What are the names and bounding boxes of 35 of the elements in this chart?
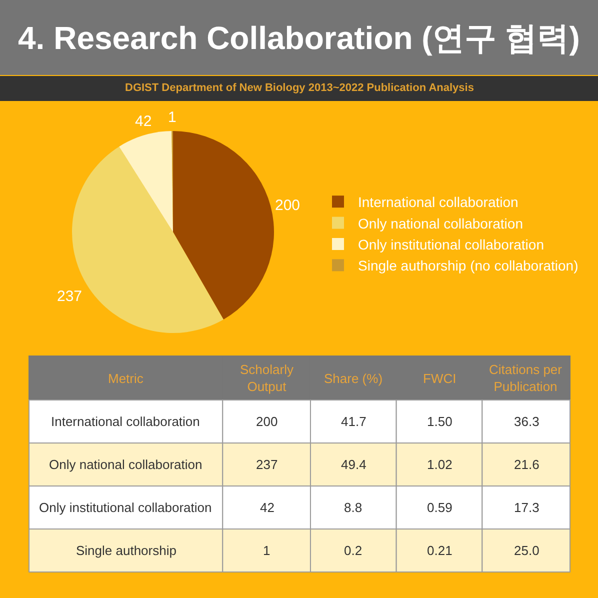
- data-label: 0.59: [427, 500, 452, 515]
- data-label: 237: [57, 288, 82, 305]
- data-label: 200: [275, 197, 300, 214]
- category-label: Single authorship: [76, 543, 176, 558]
- data-label: 21.6: [514, 457, 540, 472]
- data-label: 237: [256, 457, 278, 472]
- category-label: Only institutional collaboration: [39, 500, 212, 515]
- data-label: 1: [263, 543, 270, 558]
- data-label: 0.21: [427, 543, 452, 558]
- series-label: Share (%): [324, 371, 383, 386]
- category-label: International collaboration: [51, 414, 200, 429]
- data-label: 1.50: [427, 414, 452, 429]
- data-label: 42: [260, 500, 274, 515]
- text: Metric: [108, 371, 144, 386]
- series-label: FWCI: [423, 371, 456, 386]
- chart-title: 4. Research Collaboration (연구 협력): [18, 20, 580, 56]
- data-label: 49.4: [341, 457, 366, 472]
- data-label: 8.8: [344, 500, 362, 515]
- series-label: Citations per Publication: [489, 362, 563, 394]
- data-label: 41.7: [341, 414, 366, 429]
- category-label: Only national collaboration: [49, 457, 202, 472]
- data-label: 42: [135, 113, 152, 130]
- data-label: 200: [256, 414, 278, 429]
- legend-label: International collaboration: [358, 194, 518, 210]
- data-label: 25.0: [514, 543, 540, 558]
- data-label: 36.3: [514, 414, 540, 429]
- legend-label: Single authorship (no collaboration): [358, 258, 578, 274]
- chart-subtitle: DGIST Department of New Biology 2013~2022 Publication Analysis: [125, 82, 474, 94]
- data-label: 0.2: [344, 543, 362, 558]
- data-label: 1.02: [427, 457, 452, 472]
- data-label: 1: [168, 109, 176, 126]
- series-label: Scholarly Output: [240, 362, 294, 394]
- legend-label: Only national collaboration: [358, 215, 523, 232]
- legend-label: Only institutional collaboration: [358, 236, 544, 252]
- data-label: 17.3: [514, 500, 540, 515]
